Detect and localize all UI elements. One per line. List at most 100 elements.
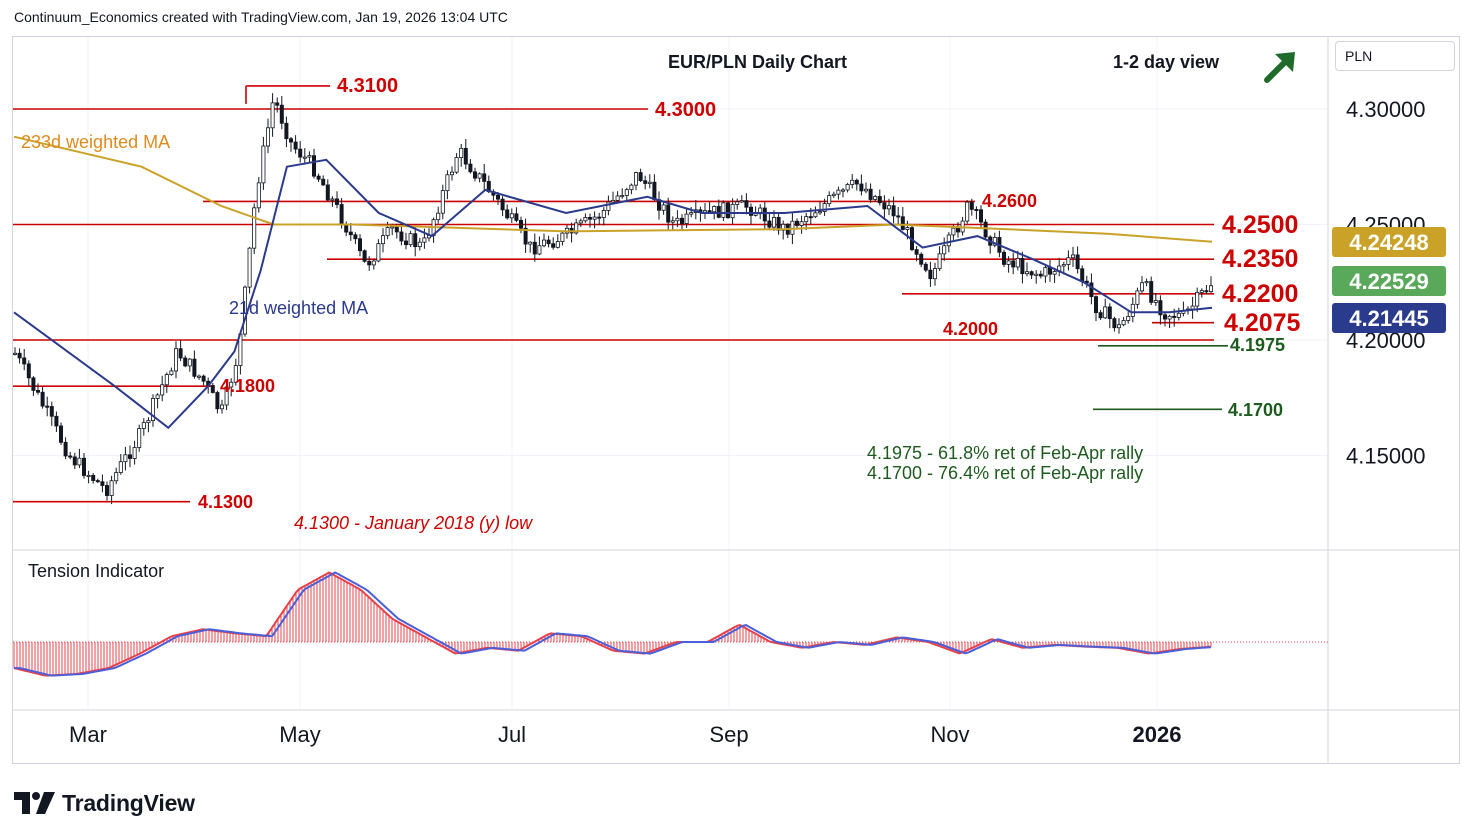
candle-body	[417, 241, 422, 248]
candle-body	[385, 227, 390, 237]
candle-body	[647, 181, 652, 184]
candle-body	[1130, 303, 1135, 317]
candle-body	[551, 243, 556, 248]
candle-body	[82, 457, 87, 476]
candle-body	[1034, 273, 1039, 276]
candle-body	[933, 268, 938, 280]
candle-body	[1011, 260, 1016, 268]
candle-body	[114, 472, 119, 482]
candle-body	[17, 352, 22, 359]
price-badge-value: 4.22529	[1349, 269, 1429, 294]
candle-body	[192, 358, 197, 377]
candle-body	[739, 200, 744, 203]
candle-body	[615, 195, 620, 201]
candle-body	[31, 377, 36, 391]
candle-body	[1038, 273, 1043, 277]
candle-body	[40, 391, 45, 407]
candle-body	[532, 241, 537, 255]
candle-body	[891, 205, 896, 217]
candle-body	[808, 216, 813, 219]
candle-body	[408, 233, 413, 246]
candle-body	[574, 222, 579, 234]
candle-body	[477, 173, 482, 179]
candle-body	[611, 199, 616, 203]
candle-body	[445, 174, 450, 192]
moving-averages	[13, 135, 1213, 430]
candle-body	[403, 240, 408, 246]
candle-body	[334, 198, 339, 205]
candle-body	[1006, 260, 1011, 265]
time-axis-tick: Jul	[498, 722, 526, 747]
ma233-line	[13, 135, 1213, 243]
candle-body	[670, 220, 675, 223]
candle-body	[983, 221, 988, 238]
candle-body	[1025, 271, 1030, 275]
candle-body	[588, 217, 593, 220]
candle-body	[1199, 290, 1204, 293]
candle-body	[1176, 312, 1181, 318]
candle-body	[233, 365, 238, 383]
level-label-4.1975: 4.1975	[1230, 335, 1285, 355]
candle-body	[528, 241, 533, 245]
support-resistance-levels	[13, 85, 1228, 503]
candle-body	[624, 189, 629, 196]
ma21-line	[13, 158, 1213, 430]
candle-body	[224, 386, 229, 406]
tension-indicator-title: Tension Indicator	[28, 561, 164, 581]
ma21-label: 21d weighted MA	[229, 298, 368, 318]
candle-body	[132, 447, 137, 459]
candle-body	[680, 217, 685, 224]
candle-body	[1158, 300, 1163, 316]
candle-body	[330, 198, 335, 201]
candle-body	[150, 398, 155, 421]
candle-body	[63, 441, 68, 457]
candle-body	[12, 352, 17, 355]
time-axis[interactable]: Mar May Jul Sep Nov 2026	[69, 722, 1181, 747]
candle-body	[311, 155, 316, 177]
candle-body	[914, 249, 919, 255]
candle-body	[362, 250, 367, 262]
candle-body	[942, 245, 947, 255]
price-badge-value: 4.21445	[1349, 306, 1429, 331]
time-axis-tick: Nov	[930, 722, 969, 747]
candle-body	[951, 227, 956, 236]
candle-body	[841, 189, 846, 192]
candle-body	[357, 238, 362, 252]
candle-body	[716, 206, 721, 218]
candle-body	[146, 420, 151, 424]
candle-body	[219, 404, 224, 410]
candle-body	[1112, 318, 1117, 329]
candle-body	[229, 381, 234, 388]
candle-body	[735, 201, 740, 205]
candle-body	[247, 247, 252, 288]
candle-body	[845, 184, 850, 191]
candle-body	[500, 198, 505, 211]
level-label-4.2200: 4.2200	[1222, 280, 1298, 308]
candle-body	[459, 147, 464, 158]
candle-body	[1094, 296, 1099, 314]
candle-body	[583, 217, 588, 222]
currency-label[interactable]: PLN	[1335, 41, 1455, 71]
price-axis-tick: 4.15000	[1346, 444, 1426, 469]
price-badge-2	[1332, 266, 1446, 296]
candle-body	[666, 204, 671, 223]
candle-body	[1071, 254, 1076, 259]
candle-body	[1140, 282, 1145, 292]
candle-body	[376, 243, 381, 262]
price-axis-tick: 4.30000	[1346, 97, 1426, 122]
candle-body	[1149, 281, 1154, 303]
candle-body	[937, 253, 942, 269]
candle-body	[160, 384, 165, 396]
candle-body	[597, 216, 602, 219]
candle-body	[68, 455, 73, 458]
level-label-4.3000: 4.3000	[655, 99, 716, 121]
candle-body	[468, 163, 473, 173]
candle-body	[54, 415, 59, 427]
tradingview-logo[interactable]: TradingView	[14, 788, 195, 818]
candle-body	[813, 212, 818, 218]
level-label-4.1800: 4.1800	[220, 376, 275, 396]
candle-body	[164, 374, 169, 386]
candle-body	[873, 196, 878, 200]
